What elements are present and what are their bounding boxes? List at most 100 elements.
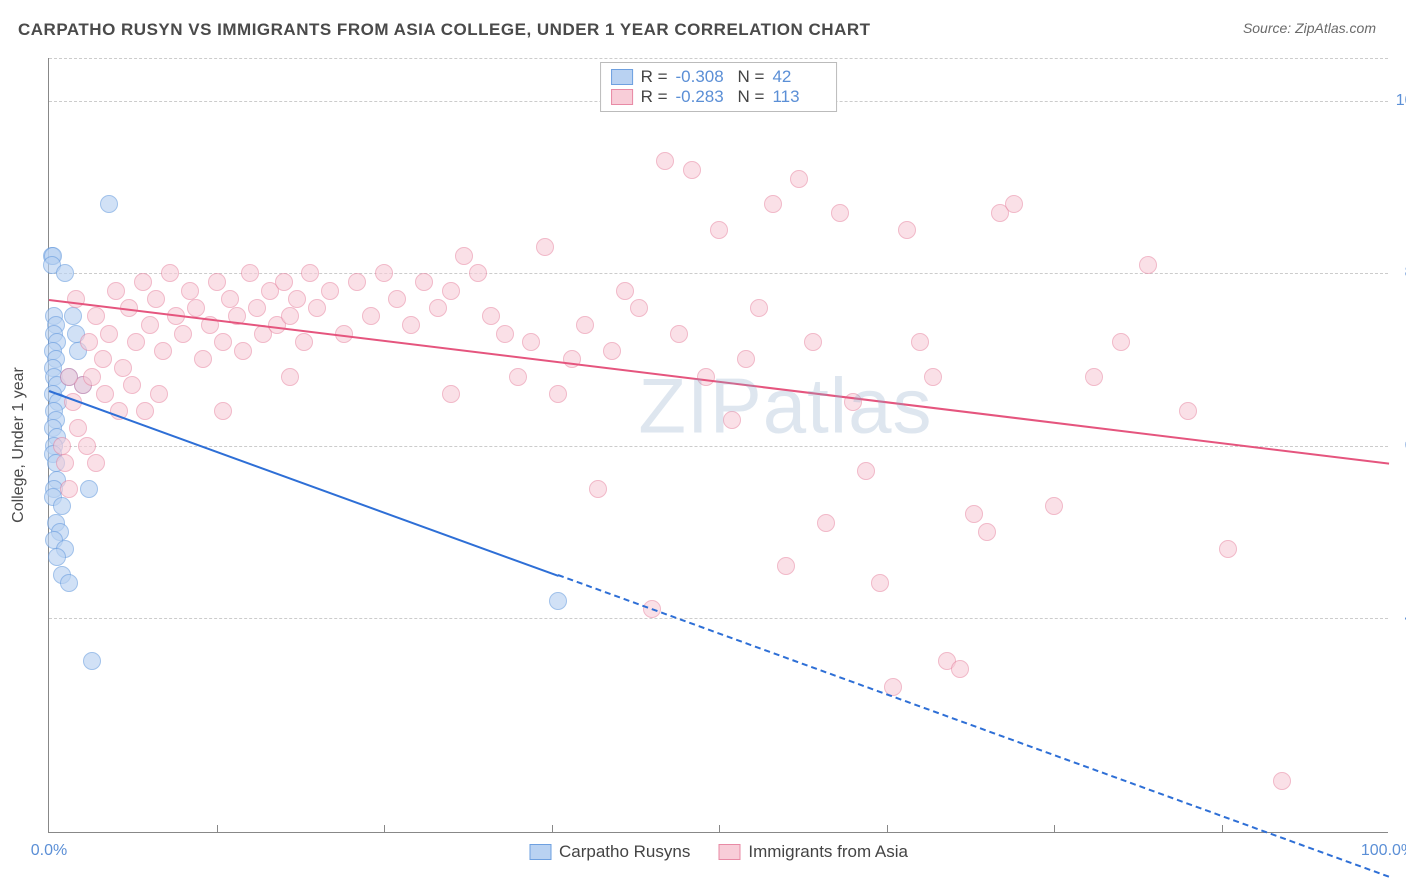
data-point xyxy=(234,342,252,360)
data-point xyxy=(181,282,199,300)
r-value: -0.283 xyxy=(676,87,730,107)
data-point xyxy=(1219,540,1237,558)
data-point xyxy=(656,152,674,170)
x-tick xyxy=(552,825,553,833)
data-point xyxy=(764,195,782,213)
watermark: ZIPatlas xyxy=(638,361,932,452)
data-point xyxy=(804,333,822,351)
data-point xyxy=(951,660,969,678)
x-tick xyxy=(384,825,385,833)
data-point xyxy=(670,325,688,343)
data-point xyxy=(1085,368,1103,386)
data-point xyxy=(150,385,168,403)
data-point xyxy=(1179,402,1197,420)
data-point xyxy=(737,350,755,368)
n-value: 42 xyxy=(772,67,826,87)
data-point xyxy=(978,523,996,541)
data-point xyxy=(96,385,114,403)
data-point xyxy=(60,368,78,386)
data-point xyxy=(48,548,66,566)
data-point xyxy=(777,557,795,575)
data-point xyxy=(442,385,460,403)
data-point xyxy=(141,316,159,334)
data-point xyxy=(1045,497,1063,515)
series-legend: Carpatho Rusyns Immigrants from Asia xyxy=(529,842,908,862)
legend-swatch xyxy=(611,69,633,85)
data-point xyxy=(321,282,339,300)
y-tick-label: 100.0% xyxy=(1396,92,1406,110)
data-point xyxy=(281,368,299,386)
data-point xyxy=(56,454,74,472)
data-point xyxy=(817,514,835,532)
data-point xyxy=(100,195,118,213)
data-point xyxy=(136,402,154,420)
n-value: 113 xyxy=(772,87,826,107)
data-point xyxy=(100,325,118,343)
stats-legend-row: R =-0.308N =42 xyxy=(611,67,827,87)
data-point xyxy=(87,307,105,325)
data-point xyxy=(295,333,313,351)
gridline-h xyxy=(49,618,1388,619)
data-point xyxy=(53,437,71,455)
chart-source: Source: ZipAtlas.com xyxy=(1243,20,1376,36)
x-tick xyxy=(719,825,720,833)
data-point xyxy=(683,161,701,179)
data-point xyxy=(388,290,406,308)
data-point xyxy=(362,307,380,325)
n-label: N = xyxy=(738,67,765,87)
data-point xyxy=(589,480,607,498)
r-label: R = xyxy=(641,87,668,107)
data-point xyxy=(1273,772,1291,790)
data-point xyxy=(107,282,125,300)
gridline-h xyxy=(49,58,1388,59)
regression-line xyxy=(49,390,559,577)
n-label: N = xyxy=(738,87,765,107)
regression-line xyxy=(49,299,1389,465)
data-point xyxy=(53,497,71,515)
data-point xyxy=(402,316,420,334)
data-point xyxy=(429,299,447,317)
data-point xyxy=(248,299,266,317)
legend-item: Carpatho Rusyns xyxy=(529,842,690,862)
data-point xyxy=(80,480,98,498)
data-point xyxy=(455,247,473,265)
legend-label: Carpatho Rusyns xyxy=(559,842,690,862)
data-point xyxy=(375,264,393,282)
data-point xyxy=(750,299,768,317)
data-point xyxy=(697,368,715,386)
x-tick xyxy=(1054,825,1055,833)
data-point xyxy=(509,368,527,386)
data-point xyxy=(301,264,319,282)
data-point xyxy=(154,342,172,360)
data-point xyxy=(1005,195,1023,213)
data-point xyxy=(64,307,82,325)
data-point xyxy=(221,290,239,308)
legend-swatch xyxy=(611,89,633,105)
x-tick xyxy=(1222,825,1223,833)
data-point xyxy=(288,290,306,308)
data-point xyxy=(924,368,942,386)
chart-title: CARPATHO RUSYN VS IMMIGRANTS FROM ASIA C… xyxy=(18,20,871,40)
data-point xyxy=(161,264,179,282)
legend-item: Immigrants from Asia xyxy=(718,842,908,862)
data-point xyxy=(469,264,487,282)
data-point xyxy=(83,652,101,670)
x-tick xyxy=(217,825,218,833)
data-point xyxy=(60,480,78,498)
data-point xyxy=(965,505,983,523)
data-point xyxy=(174,325,192,343)
data-point xyxy=(78,437,96,455)
data-point xyxy=(194,350,212,368)
data-point xyxy=(123,376,141,394)
data-point xyxy=(831,204,849,222)
data-point xyxy=(87,454,105,472)
data-point xyxy=(898,221,916,239)
stats-legend-row: R = -0.283 N = 113 xyxy=(611,87,827,107)
data-point xyxy=(723,411,741,429)
r-label: R = xyxy=(641,67,668,87)
data-point xyxy=(549,592,567,610)
data-point xyxy=(603,342,621,360)
data-point xyxy=(415,273,433,291)
data-point xyxy=(871,574,889,592)
data-point xyxy=(911,333,929,351)
